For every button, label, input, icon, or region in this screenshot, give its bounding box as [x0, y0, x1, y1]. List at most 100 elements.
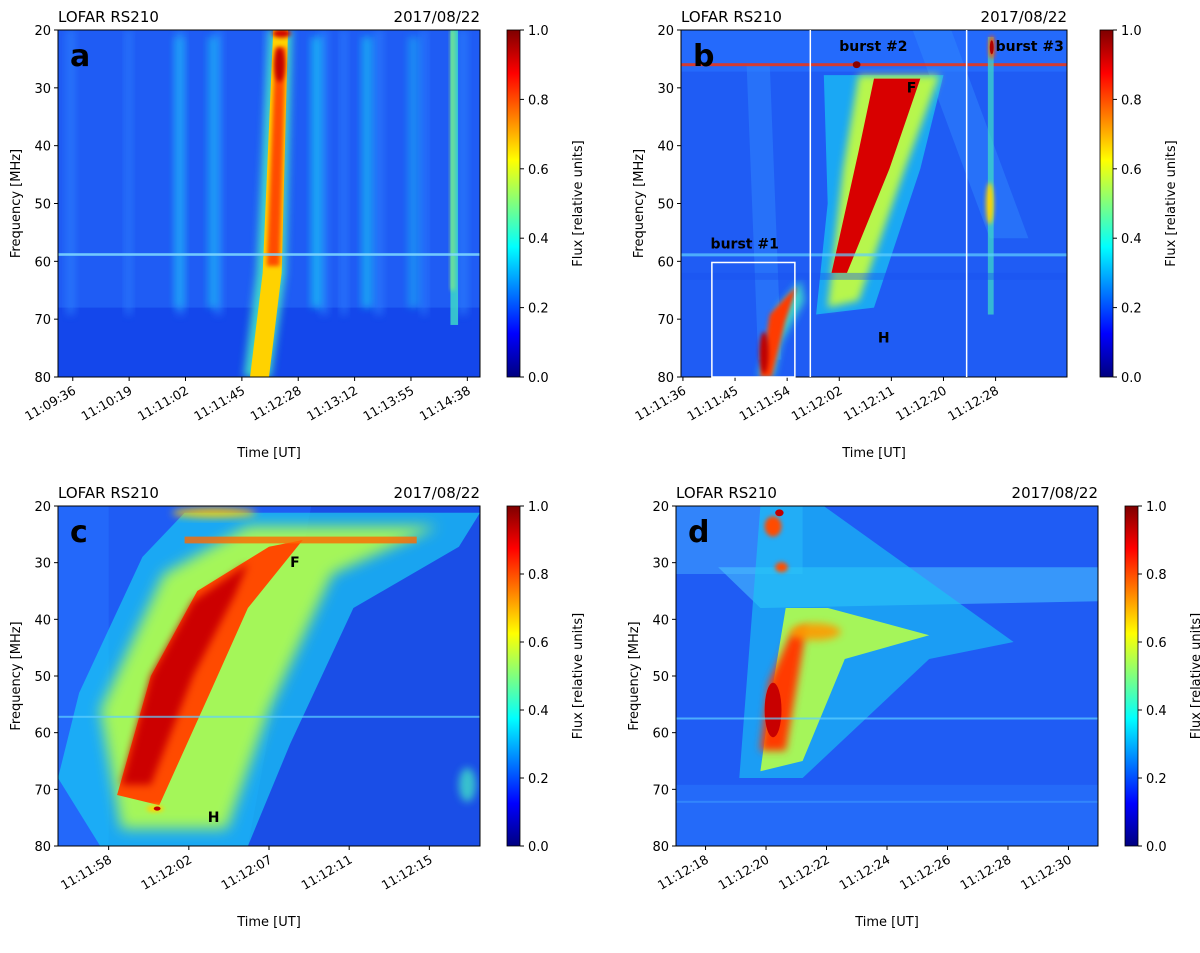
y-tick-label: 30 [34, 557, 51, 572]
heatmap-cell [174, 36, 185, 308]
colorbar-tick-label: 0.2 [1121, 302, 1142, 317]
heatmap-cell [681, 272, 1067, 280]
dynamic-spectrum-chart-a: LOFAR RS210 2017/08/22 20 30 40 50 60 70 80 Frequ… [9, 8, 586, 461]
heatmap-layer [58, 30, 480, 377]
instrument-title: LOFAR RS210 [676, 484, 777, 502]
heatmap-cell [319, 30, 329, 315]
y-tick-label: 30 [34, 82, 51, 97]
burst-emission [775, 509, 784, 517]
y-tick-label: 20 [657, 24, 674, 39]
x-tick-label: 11:12:30 [1018, 852, 1074, 893]
burst-emission [989, 40, 994, 55]
y-tick-label: 40 [657, 140, 674, 155]
x-tick-label: 11:11:54 [737, 383, 793, 424]
x-tick-label: 11:11:45 [684, 383, 740, 424]
x-tick-label: 11:12:02 [138, 852, 194, 893]
colorbar-label: Flux [relative units] [1189, 613, 1200, 739]
instrument-title: LOFAR RS210 [681, 8, 782, 26]
colorbar-label: Flux [relative units] [571, 140, 586, 266]
x-tick-label: 11:12:20 [893, 383, 949, 424]
heatmap-layer [676, 506, 1098, 846]
x-tick-label: 11:11:36 [632, 383, 688, 424]
burst-emission [759, 331, 769, 374]
heatmap-cell [450, 30, 455, 291]
date-title: 2017/08/22 [1012, 484, 1098, 502]
panel-letter: c [70, 515, 88, 550]
harmonic-marker: H [208, 810, 220, 826]
instrument-title: LOFAR RS210 [58, 8, 159, 26]
x-tick-label: 11:11:02 [135, 383, 191, 424]
date-title: 2017/08/22 [394, 8, 480, 26]
x-tick-label: 11:14:38 [417, 383, 473, 424]
y-tick-label: 50 [34, 198, 51, 213]
y-tick-label: 40 [34, 140, 51, 155]
y-tick-label: 80 [34, 371, 51, 386]
y-tick-label: 60 [34, 255, 51, 270]
x-axis-label: Time [UT] [854, 915, 919, 930]
colorbar-tick-label: 0.8 [528, 93, 549, 108]
burst-emission [121, 563, 248, 785]
x-tick-label: 11:12:28 [945, 383, 1001, 424]
burst-emission [153, 806, 161, 811]
colorbar-tick-label: 0.8 [528, 568, 549, 583]
panel-c: LOFAR RS210 2017/08/22 20 30 40 50 60 70 80 Frequ… [0, 476, 600, 952]
date-title: 2017/08/22 [394, 484, 480, 502]
heatmap-layer [58, 506, 480, 846]
x-tick-label: 11:12:11 [841, 383, 897, 424]
y-tick-label: 50 [657, 198, 674, 213]
panel-b: LOFAR RS210 2017/08/22 20 30 40 50 60 70 80 Frequ… [600, 0, 1200, 476]
x-tick-label: 11:12:07 [218, 852, 274, 893]
x-tick-label: 11:12:22 [776, 852, 832, 893]
y-tick-label: 50 [34, 670, 51, 685]
burst-emission [985, 182, 994, 225]
y-tick-label: 60 [34, 727, 51, 742]
rfi-line [681, 253, 1067, 257]
panel-a: LOFAR RS210 2017/08/22 20 30 40 50 60 70 80 Frequ… [0, 0, 600, 476]
heatmap-cell [340, 30, 348, 315]
x-tick-label: 11:11:45 [191, 383, 247, 424]
dynamic-spectrum-chart-d: LOFAR RS210 2017/08/22 20 30 40 50 60 70 80 Frequ… [627, 484, 1200, 930]
y-tick-label: 50 [652, 670, 669, 685]
burst-3-label: burst #3 [996, 39, 1064, 55]
heatmap-cell [125, 30, 132, 315]
y-tick-label: 60 [657, 255, 674, 270]
x-tick-label: 11:12:26 [897, 852, 953, 893]
colorbar [506, 505, 521, 847]
colorbar-tick-label: 0.4 [1121, 232, 1142, 247]
dynamic-spectrum-chart-c: LOFAR RS210 2017/08/22 20 30 40 50 60 70 80 Frequ… [9, 484, 586, 930]
burst-emission [266, 47, 286, 266]
heatmap-cell [987, 36, 994, 315]
burst-emission [458, 767, 476, 802]
colorbar-tick-label: 0.0 [1121, 371, 1142, 386]
x-axis-label: Time [UT] [236, 915, 301, 930]
colorbar [506, 29, 521, 378]
colorbar-tick-label: 0.0 [528, 371, 549, 386]
colorbar-label: Flux [relative units] [571, 613, 586, 739]
y-tick-label: 40 [652, 613, 669, 628]
colorbar-tick-label: 1.0 [1146, 500, 1167, 515]
colorbar-tick-label: 0.4 [528, 232, 549, 247]
burst-emission [100, 526, 438, 829]
colorbar-tick-label: 1.0 [1121, 24, 1142, 39]
date-title: 2017/08/22 [981, 8, 1067, 26]
x-tick-label: 11:12:20 [715, 852, 771, 893]
x-tick-label: 11:11:58 [58, 852, 114, 893]
colorbar [1099, 29, 1114, 378]
rfi-line [58, 715, 480, 718]
x-tick-label: 11:12:02 [789, 383, 845, 424]
burst-emission [789, 623, 841, 641]
x-tick-label: 11:09:36 [22, 383, 78, 424]
x-tick-label: 11:13:12 [304, 383, 360, 424]
y-tick-label: 80 [652, 840, 669, 855]
colorbar-tick-label: 0.0 [528, 840, 549, 855]
burst-emission [852, 61, 861, 69]
heatmap-cell [361, 36, 373, 308]
x-tick-label: 11:12:11 [299, 852, 355, 893]
burst-emission [272, 30, 291, 38]
fundamental-marker: F [907, 80, 917, 96]
x-tick-label: 11:12:15 [379, 852, 435, 893]
rfi-line [676, 717, 1098, 720]
burst-emission [764, 682, 782, 738]
heatmap-cell [676, 784, 1098, 846]
x-tick-label: 11:12:28 [957, 852, 1013, 893]
